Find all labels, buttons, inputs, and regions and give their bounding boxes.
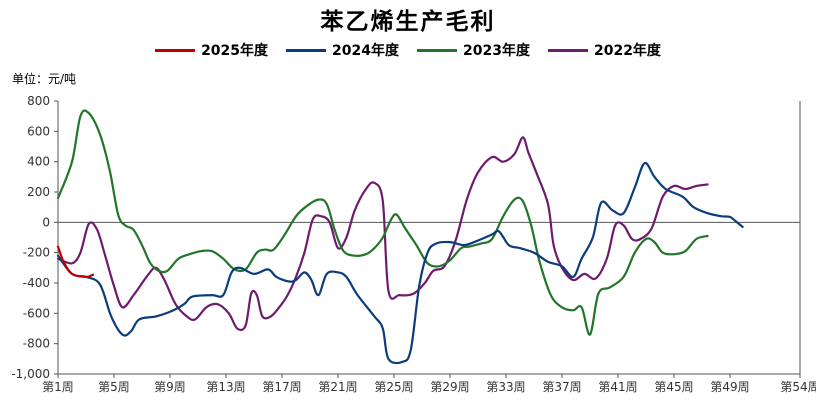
x-tick-label: 第54周: [780, 380, 816, 394]
x-tick-label: 第5周: [98, 380, 130, 394]
x-tick-label: 第25周: [374, 380, 413, 394]
legend-item-2023[interactable]: 2023年度: [417, 40, 530, 60]
legend-swatch-2025: [155, 48, 196, 52]
legend-label-2024: 2024年度: [332, 43, 399, 59]
x-tick-label: 第49周: [710, 380, 749, 394]
series-line-2023: [56, 109, 709, 336]
y-tick-label: -400: [23, 276, 50, 290]
series-line-2025: [56, 245, 95, 279]
x-tick-label: 第41周: [598, 380, 637, 394]
y-tick-label: 600: [27, 124, 50, 138]
y-tick-label: -800: [23, 337, 50, 351]
chart-legend: 2025年度 2024年度 2023年度 2022年度: [0, 40, 816, 60]
legend-item-2025[interactable]: 2025年度: [155, 40, 268, 60]
x-tick-label: 第37周: [542, 380, 581, 394]
legend-swatch-2022: [547, 48, 588, 52]
legend-label-2025: 2025年度: [201, 43, 269, 59]
unit-label: 单位：元/吨: [12, 72, 77, 86]
series-line-2024: [56, 161, 744, 365]
y-tick-label: 800: [27, 94, 50, 108]
x-tick-label: 第33周: [486, 380, 525, 394]
x-tick-label: 第17周: [262, 380, 301, 394]
x-tick-label: 第45周: [654, 380, 693, 394]
series-line-2022: [56, 136, 709, 332]
y-tick-label: 400: [27, 155, 50, 169]
chart-title: 苯乙烯生产毛利: [320, 8, 496, 35]
legend-label-2023: 2023年度: [463, 43, 530, 59]
x-tick-label: 第1周: [42, 380, 74, 394]
y-tick-label: -1,000: [11, 367, 50, 381]
legend-swatch-2023: [417, 48, 457, 52]
y-tick-label: 200: [27, 185, 50, 199]
legend-item-2024[interactable]: 2024年度: [286, 40, 399, 60]
legend-swatch-2024: [286, 48, 327, 52]
x-tick-label: 第9周: [154, 380, 186, 394]
y-tick-label: -200: [23, 246, 50, 260]
x-tick-label: 第21周: [318, 380, 357, 394]
legend-item-2022[interactable]: 2022年度: [547, 40, 661, 60]
y-tick-label: 0: [42, 215, 50, 229]
legend-label-2022: 2022年度: [593, 43, 661, 59]
x-tick-label: 第13周: [206, 380, 245, 394]
x-tick-label: 第29周: [430, 380, 469, 394]
y-tick-label: -600: [23, 306, 50, 320]
